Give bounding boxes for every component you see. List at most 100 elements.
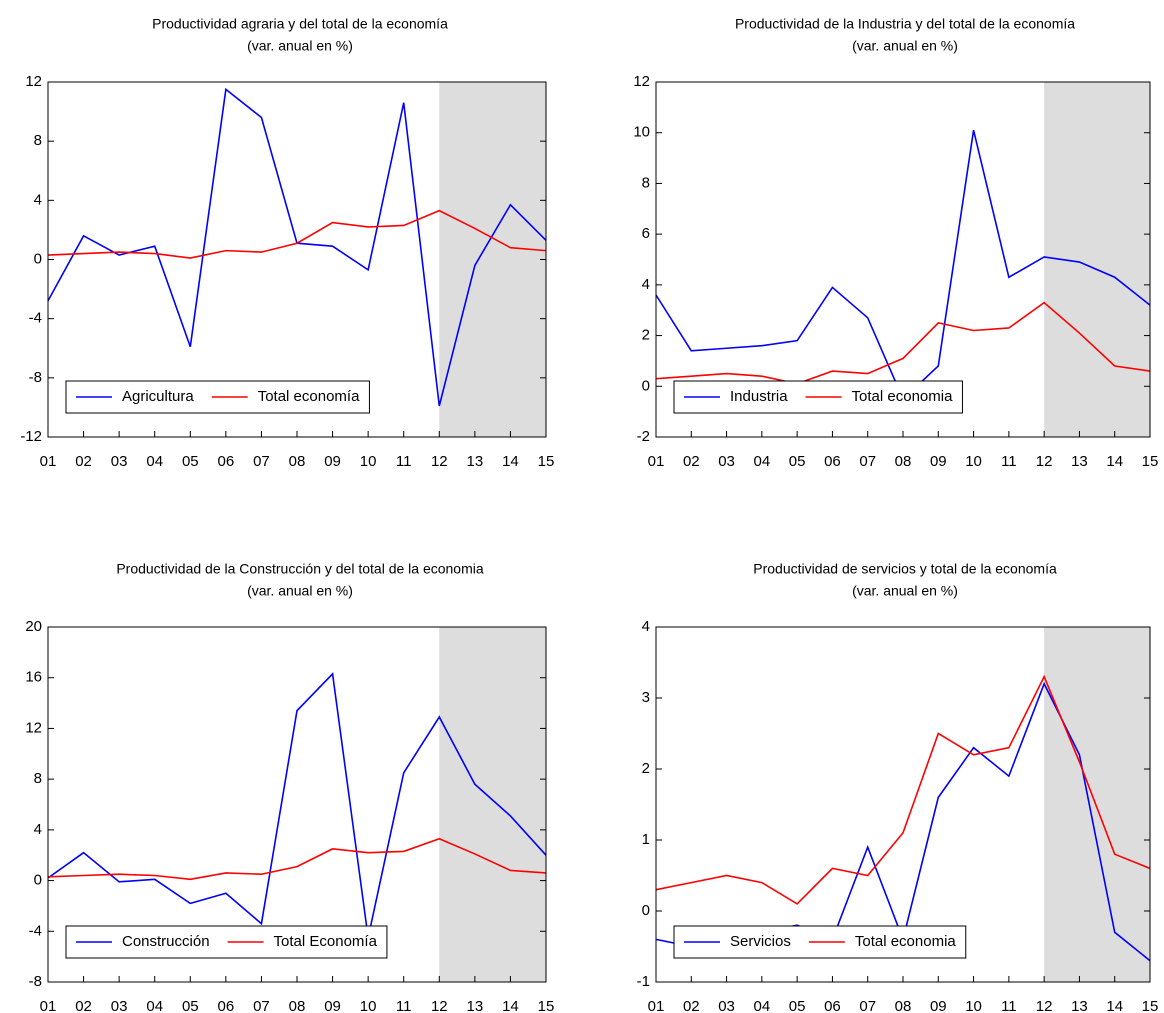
x-tick-label: 10 bbox=[965, 453, 982, 470]
chart-subtitle: (var. anual en %) bbox=[852, 38, 958, 54]
y-tick-label: 0 bbox=[642, 902, 650, 919]
chart-title: Productividad de servicios y total de la… bbox=[753, 561, 1057, 577]
chart-panel: Productividad de la Construcción y del t… bbox=[25, 561, 554, 1013]
x-tick-label: 02 bbox=[75, 998, 92, 1013]
forecast-shade bbox=[439, 82, 546, 437]
y-tick-label: -4 bbox=[29, 922, 42, 939]
x-tick-label: 03 bbox=[718, 453, 735, 470]
x-tick-label: 12 bbox=[431, 998, 448, 1013]
series-line bbox=[655, 301, 1151, 385]
x-tick-label: 09 bbox=[324, 998, 341, 1013]
series-line bbox=[47, 209, 547, 259]
x-tick-label: 01 bbox=[40, 453, 57, 470]
plot-frame bbox=[655, 626, 1151, 983]
x-tick-label: 12 bbox=[431, 453, 448, 470]
x-tick-label: 11 bbox=[1001, 998, 1017, 1013]
y-tick-label: 0 bbox=[34, 250, 42, 267]
chart-title: Productividad de la Construcción y del t… bbox=[116, 561, 484, 577]
y-tick-label: 8 bbox=[34, 132, 42, 149]
x-tick-label: 02 bbox=[75, 453, 92, 470]
x-tick-label: 07 bbox=[253, 998, 270, 1013]
chart-title: Productividad de la Industria y del tota… bbox=[735, 16, 1075, 32]
legend: Agricultura Total economía bbox=[65, 380, 370, 414]
legend-box bbox=[65, 925, 388, 959]
legend-label: Total economia bbox=[852, 388, 954, 405]
x-tick-label: 15 bbox=[538, 998, 555, 1013]
plot-frame bbox=[47, 81, 547, 438]
x-tick-label: 03 bbox=[718, 998, 735, 1013]
x-tick-label: 13 bbox=[1071, 998, 1088, 1013]
x-tick-label: 08 bbox=[289, 453, 306, 470]
x-tick-label: 15 bbox=[538, 453, 555, 470]
x-tick-label: 08 bbox=[289, 998, 306, 1013]
legend: Industria Total economia bbox=[673, 380, 963, 414]
x-tick-label: 09 bbox=[324, 453, 341, 470]
legend-label: Servicios bbox=[730, 933, 791, 950]
y-tick-label: 16 bbox=[25, 669, 42, 686]
x-tick-label: 06 bbox=[218, 453, 235, 470]
forecast-shade bbox=[1044, 627, 1150, 982]
x-tick-label: 06 bbox=[824, 998, 841, 1013]
y-tick-label: 12 bbox=[25, 719, 42, 736]
x-tick-label: 13 bbox=[467, 998, 484, 1013]
y-tick-label: -12 bbox=[20, 428, 42, 445]
x-tick-label: 14 bbox=[1106, 453, 1123, 470]
x-tick-label: 06 bbox=[824, 453, 841, 470]
x-tick-label: 11 bbox=[1001, 453, 1017, 470]
y-tick-label: 0 bbox=[642, 377, 650, 394]
x-tick-label: 04 bbox=[754, 998, 771, 1013]
chart-subtitle: (var. anual en %) bbox=[852, 583, 958, 599]
x-tick-label: 05 bbox=[182, 998, 199, 1013]
y-tick-label: 12 bbox=[633, 73, 650, 90]
y-tick-label: 8 bbox=[34, 770, 42, 787]
x-tick-label: 10 bbox=[360, 453, 377, 470]
x-tick-label: 04 bbox=[146, 998, 163, 1013]
x-tick-label: 11 bbox=[396, 453, 412, 470]
y-tick-label: 2 bbox=[642, 327, 650, 344]
x-tick-label: 10 bbox=[360, 998, 377, 1013]
y-tick-label: 8 bbox=[642, 174, 650, 191]
x-tick-label: 13 bbox=[1071, 453, 1088, 470]
forecast-shade bbox=[439, 627, 546, 982]
x-tick-label: 05 bbox=[789, 998, 806, 1013]
x-tick-label: 15 bbox=[1142, 453, 1159, 470]
y-tick-label: 1 bbox=[642, 831, 650, 848]
legend-label: Total economia bbox=[855, 933, 957, 950]
x-tick-label: 03 bbox=[111, 453, 128, 470]
y-tick-label: 3 bbox=[642, 689, 650, 706]
y-tick-label: 12 bbox=[25, 73, 42, 90]
x-tick-label: 08 bbox=[895, 453, 912, 470]
x-tick-label: 01 bbox=[40, 998, 57, 1013]
y-tick-label: -1 bbox=[637, 973, 650, 990]
y-tick-label: 20 bbox=[25, 618, 42, 635]
y-tick-label: 4 bbox=[34, 821, 42, 838]
y-tick-label: -8 bbox=[29, 973, 42, 990]
legend: Construcción Total Economía bbox=[65, 925, 388, 959]
y-tick-label: 4 bbox=[642, 276, 650, 293]
x-tick-label: 12 bbox=[1036, 998, 1053, 1013]
x-tick-label: 04 bbox=[146, 453, 163, 470]
series-line bbox=[655, 674, 1151, 905]
x-tick-label: 01 bbox=[648, 453, 665, 470]
y-tick-label: 0 bbox=[34, 872, 42, 889]
chart-panel: Productividad de servicios y total de la… bbox=[637, 561, 1159, 1013]
x-tick-label: 10 bbox=[965, 998, 982, 1013]
x-tick-label: 07 bbox=[859, 453, 876, 470]
x-tick-label: 12 bbox=[1036, 453, 1053, 470]
x-tick-label: 14 bbox=[502, 998, 519, 1013]
x-tick-label: 02 bbox=[683, 998, 700, 1013]
legend: Servicios Total economia bbox=[673, 925, 967, 959]
legend-label: Construcción bbox=[122, 933, 210, 950]
x-tick-label: 13 bbox=[467, 453, 484, 470]
chart-panel: Productividad agraria y del total de la … bbox=[20, 16, 554, 470]
y-tick-label: 4 bbox=[642, 618, 650, 635]
series-line bbox=[47, 672, 547, 938]
x-tick-label: 09 bbox=[930, 998, 947, 1013]
x-tick-label: 14 bbox=[502, 453, 519, 470]
x-tick-label: 05 bbox=[789, 453, 806, 470]
legend-label: Industria bbox=[730, 388, 788, 405]
chart-subtitle: (var. anual en %) bbox=[247, 583, 353, 599]
x-tick-label: 01 bbox=[648, 998, 665, 1013]
series-line bbox=[47, 837, 547, 881]
y-tick-label: 4 bbox=[34, 191, 42, 208]
